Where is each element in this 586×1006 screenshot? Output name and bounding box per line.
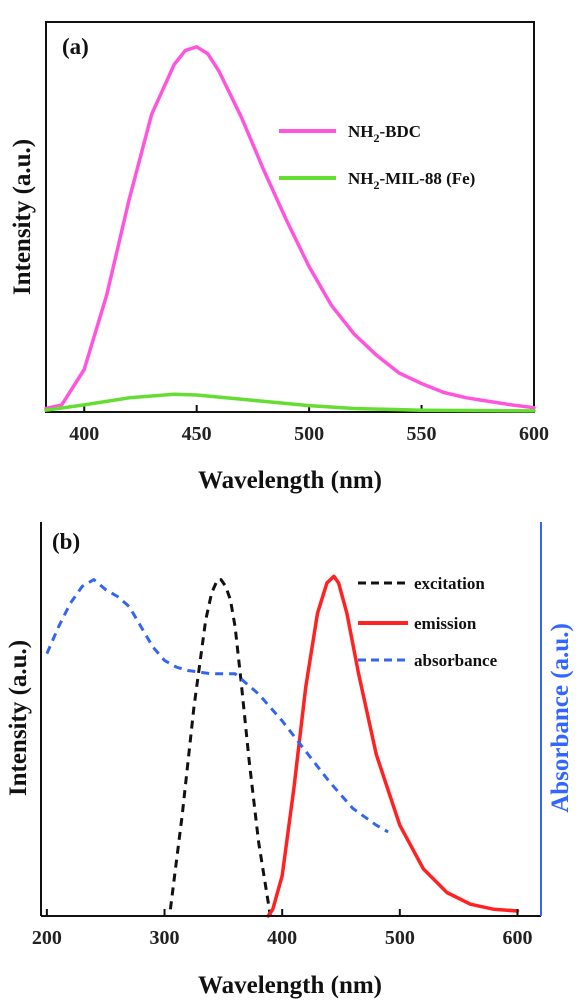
legend-label-nh2-bdc: NH2-BDC (348, 122, 421, 145)
panel-b: (b) 200 300 400 500 600 Wavelength (nm) Inte… (5, 522, 574, 999)
legend-label-nh2-mil-88: NH2-MIL-88 (Fe) (348, 169, 475, 192)
panel-b-label: (b) (52, 529, 80, 554)
panel-b-lines (45, 574, 520, 918)
panel-a-x-tick-label: 450 (182, 423, 212, 445)
panel-b-x-tick-label: 600 (502, 927, 532, 949)
panel-b-series-absorbance-line (45, 578, 389, 834)
panel-a-y-axis-label: Intensity (a.u.) (9, 139, 36, 295)
panel-b-x-tick-label: 400 (267, 927, 297, 949)
panel-a-lines (44, 45, 536, 413)
panel-a-frame (45, 21, 535, 413)
panel-a-label: (a) (62, 34, 89, 59)
panel-a: (a) 400 450 500 550 600 Wavelength (nm) Inte… (9, 21, 549, 494)
panel-a-x-axis-label: Wavelength (nm) (198, 467, 382, 494)
panel-b-right-y-axis-label: Absorbance (a.u.) (547, 623, 574, 813)
panel-b-legend: excitation emission absorbance (358, 574, 498, 670)
panel-a-series-nh2-bdc-line (44, 45, 536, 411)
panel-b-x-tick-label: 500 (385, 927, 415, 949)
panel-a-x-tick-label: 400 (69, 423, 99, 445)
legend-label-emission: emission (414, 614, 477, 633)
panel-b-series-emission-line (266, 574, 520, 918)
panel-b-series-excitation-line (168, 578, 272, 917)
panel-b-x-tick-label: 300 (150, 927, 180, 949)
legend-label-absorbance: absorbance (414, 651, 498, 670)
panel-a-x-tick-label: 550 (407, 423, 437, 445)
panel-a-x-tick-label: 500 (294, 423, 324, 445)
panel-b-x-tick-label: 200 (32, 927, 62, 949)
panel-a-legend: NH2-BDC NH2-MIL-88 (Fe) (279, 122, 475, 192)
legend-label-excitation: excitation (414, 574, 485, 593)
panel-a-x-tick-label: 600 (519, 423, 549, 445)
panel-b-x-axis-label: Wavelength (nm) (198, 972, 382, 999)
panel-a-series-nh2-mil-88-fe-line (44, 392, 536, 413)
panel-b-x-ticks: 200 300 400 500 600 (32, 909, 532, 949)
panel-b-y-axis-label: Intensity (a.u.) (5, 640, 32, 796)
